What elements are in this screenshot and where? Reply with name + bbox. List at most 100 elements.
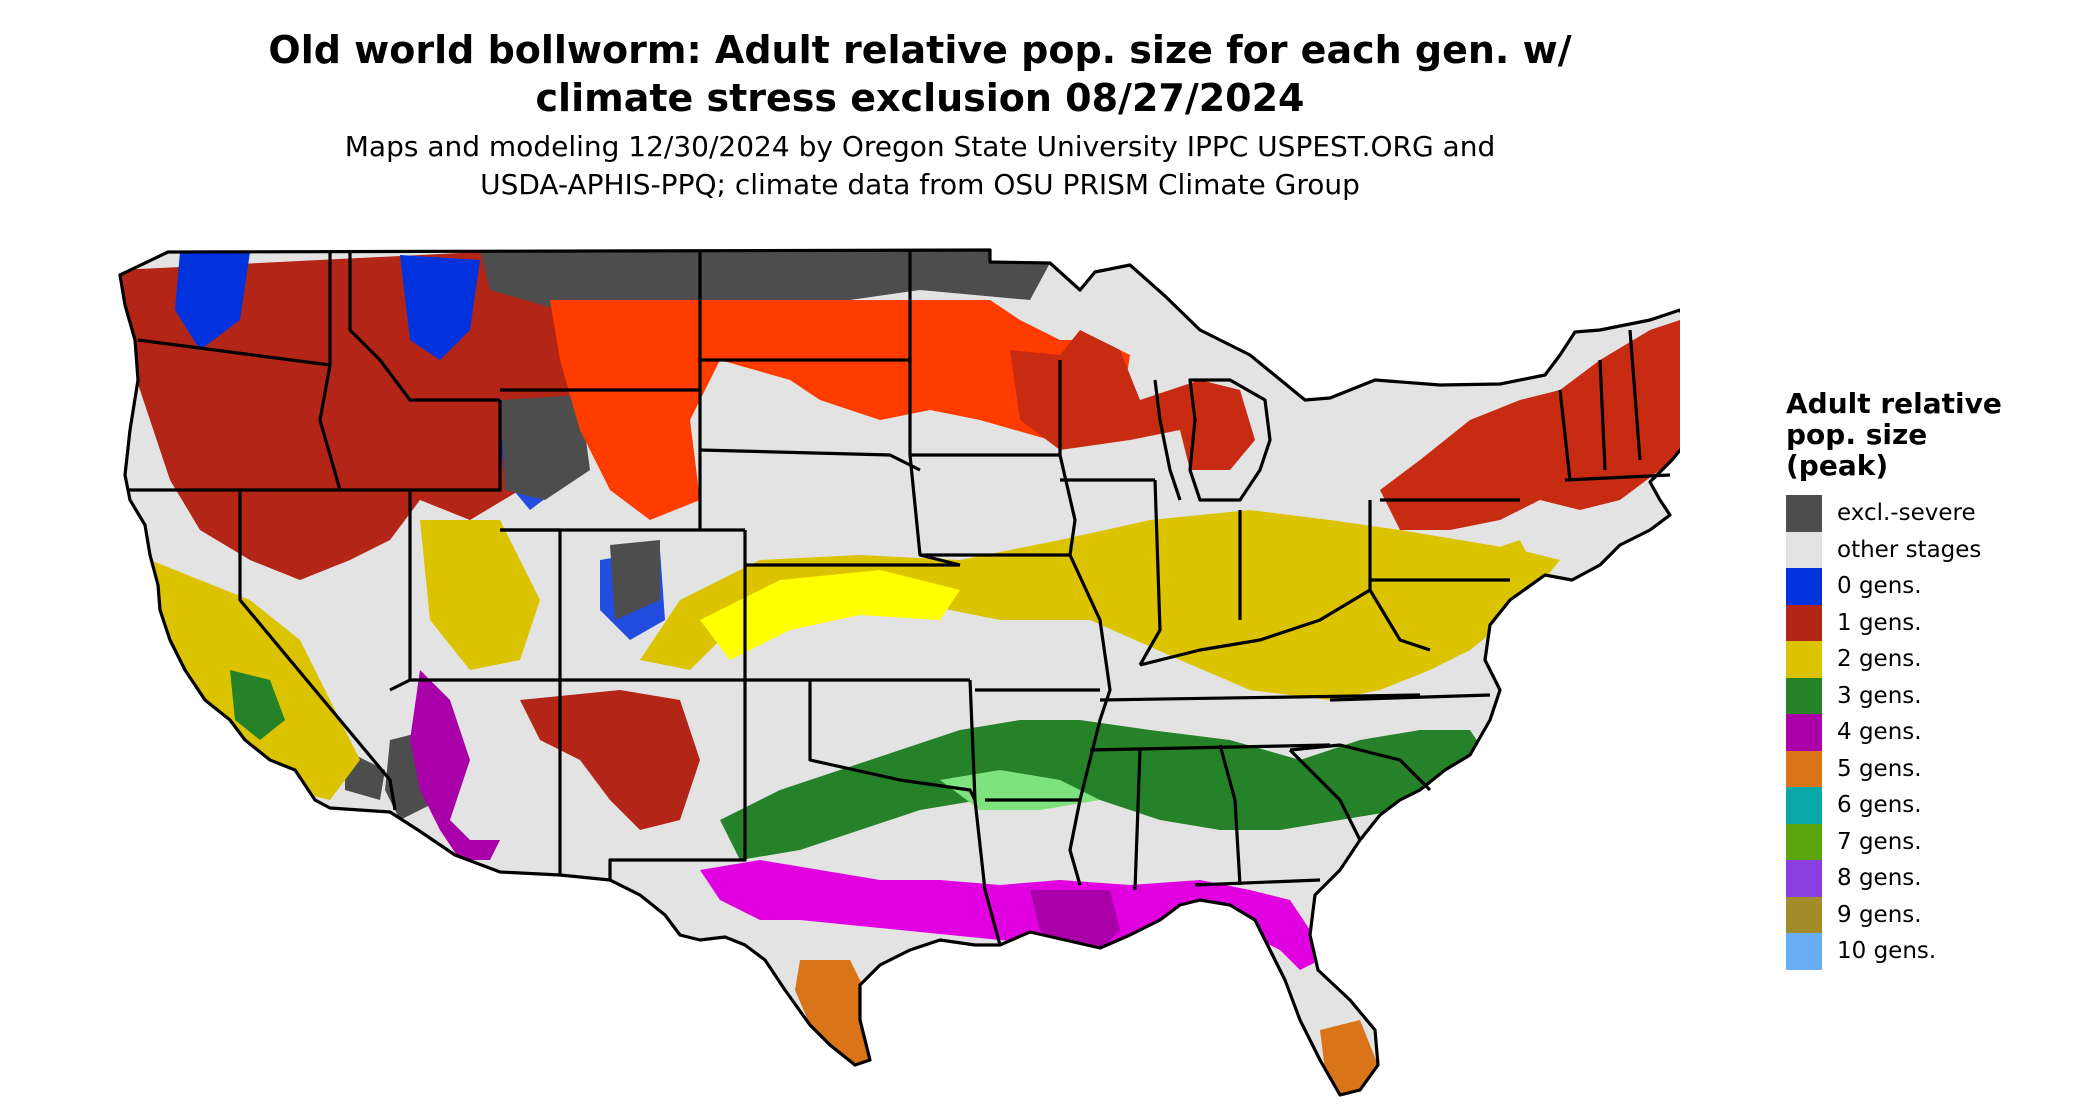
legend-item: 3 gens. xyxy=(1786,677,2086,714)
four-gen-region-louisiana xyxy=(1030,890,1120,950)
legend-title-line2: pop. size xyxy=(1786,418,1928,451)
ma-south-border xyxy=(1564,473,1671,482)
id-mt-border xyxy=(348,252,500,402)
legend-item: 7 gens. xyxy=(1786,823,2086,860)
ne-ia-border xyxy=(908,454,961,567)
legend-label: 8 gens. xyxy=(1837,865,1922,892)
id-west-border xyxy=(318,364,342,491)
vt-nh-border xyxy=(1598,359,1607,471)
legend-label: 5 gens. xyxy=(1837,755,1922,782)
legend-swatch xyxy=(1786,604,1822,641)
legend-label: 9 gens. xyxy=(1837,901,1922,928)
legend-label: other stages xyxy=(1837,536,1982,563)
four-gen-band-gulf xyxy=(700,860,1320,970)
legend-label: 4 gens. xyxy=(1837,719,1922,746)
legend-swatch xyxy=(1786,714,1822,751)
legend-item: 9 gens. xyxy=(1786,896,2086,933)
two-gen-band-central xyxy=(640,510,1560,700)
ga-fl-border xyxy=(1194,878,1321,887)
legend-label: 6 gens. xyxy=(1837,792,1922,819)
nh-me-border xyxy=(1628,329,1642,461)
map-title-line1: Old world bollworm: Adult relative pop. … xyxy=(268,28,1572,72)
legend-swatch xyxy=(1786,531,1822,568)
legend-label: 3 gens. xyxy=(1837,682,1922,709)
legend-swatch xyxy=(1786,641,1822,678)
excl-severe-region-colorado xyxy=(610,540,660,620)
ca-nv-border xyxy=(238,490,397,811)
legend-swatch xyxy=(1786,860,1822,897)
ky-tn-border xyxy=(1099,693,1421,702)
legend-item: 0 gens. xyxy=(1786,568,2086,605)
one-gen-region-northwest xyxy=(120,250,620,580)
legend-swatch xyxy=(1786,750,1822,787)
legend-swatch xyxy=(1786,495,1822,532)
nm-tx-border xyxy=(608,680,747,880)
wv-va-border xyxy=(1368,589,1431,652)
legend-swatch xyxy=(1786,933,1822,970)
tn-south-border xyxy=(1089,743,1331,752)
michigan-peninsula xyxy=(1188,378,1272,502)
id-ut-wy-border xyxy=(410,400,502,492)
legend-item: 6 gens. xyxy=(1786,787,2086,824)
zero-gen-region-idaho xyxy=(400,255,480,360)
legend-item: 8 gens. xyxy=(1786,860,2086,897)
legend-title-line1: Adult relative xyxy=(1786,387,2002,420)
legend: Adult relative pop. size (peak) excl.-se… xyxy=(1786,388,2086,970)
two-gen-band-bright xyxy=(700,570,960,660)
excl-severe-region-wyoming xyxy=(500,395,590,500)
legend-label: 0 gens. xyxy=(1837,573,1922,600)
three-gen-region-california xyxy=(230,670,285,740)
il-in-border xyxy=(1138,479,1162,666)
excl-severe-region-montana-north xyxy=(480,250,1050,310)
legend-label: excl.-severe xyxy=(1837,500,1976,527)
state-boundaries xyxy=(118,248,1680,1097)
legend-swatch xyxy=(1786,787,1822,824)
ms-al-border xyxy=(1133,749,1142,891)
legend-swatch xyxy=(1786,677,1822,714)
legend-item: 5 gens. xyxy=(1786,750,2086,787)
ny-ne-border xyxy=(1558,389,1572,481)
one-gen-region-new-mexico xyxy=(520,690,700,830)
legend-item: 10 gens. xyxy=(1786,933,2086,970)
lake-michigan-shore xyxy=(1153,379,1182,501)
three-gen-band-south xyxy=(720,720,1490,860)
legend-item: 2 gens. xyxy=(1786,641,2086,678)
legend-swatch xyxy=(1786,568,1822,605)
legend-label: 1 gens. xyxy=(1837,609,1922,636)
one-gen-region-north-plains xyxy=(550,300,1130,520)
us-map xyxy=(118,248,1680,1097)
ga-sc-border xyxy=(1288,748,1362,841)
ok-tx-border xyxy=(808,680,977,801)
legend-title-line3: (peak) xyxy=(1786,449,1889,482)
mississippi-river xyxy=(1058,454,1112,886)
legend-items: excl.-severe other stages 0 gens. 1 gens. 2 … xyxy=(1786,495,2086,970)
map-title: Old world bollworm: Adult relative pop. … xyxy=(230,26,1610,122)
legend-label: 2 gens. xyxy=(1837,646,1922,673)
wa-or-border xyxy=(137,338,331,367)
al-ga-border xyxy=(1218,744,1242,886)
legend-swatch xyxy=(1786,896,1822,933)
legend-item: excl.-severe xyxy=(1786,495,2086,532)
ky-north-border xyxy=(1139,588,1371,667)
map-subtitle: Maps and modeling 12/30/2024 by Oregon S… xyxy=(230,128,1610,204)
four-gen-region-southwest xyxy=(410,670,500,860)
legend-title: Adult relative pop. size (peak) xyxy=(1786,388,2086,481)
two-gen-region-great-basin xyxy=(420,520,540,670)
legend-item: 4 gens. xyxy=(1786,714,2086,751)
legend-item: other stages xyxy=(1786,531,2086,568)
legend-label: 10 gens. xyxy=(1837,938,1937,965)
map-title-line2: climate stress exclusion 08/27/2024 xyxy=(535,76,1305,120)
va-nc-border xyxy=(1329,693,1491,702)
nc-sc-border xyxy=(1289,743,1432,792)
legend-item: 1 gens. xyxy=(1786,604,2086,641)
zero-gen-region-cascades xyxy=(175,252,250,350)
ok-east-border xyxy=(968,679,977,801)
five-gen-region-south-florida xyxy=(1320,1020,1378,1095)
us-outline xyxy=(118,248,1680,1097)
legend-label: 7 gens. xyxy=(1837,828,1922,855)
map-subtitle-line2: USDA-APHIS-PPQ; climate data from OSU PR… xyxy=(480,168,1360,201)
tx-la-border xyxy=(973,799,1002,946)
map-fill-layer xyxy=(120,250,1680,1095)
legend-swatch xyxy=(1786,823,1822,860)
map-subtitle-line1: Maps and modeling 12/30/2024 by Oregon S… xyxy=(344,130,1496,163)
